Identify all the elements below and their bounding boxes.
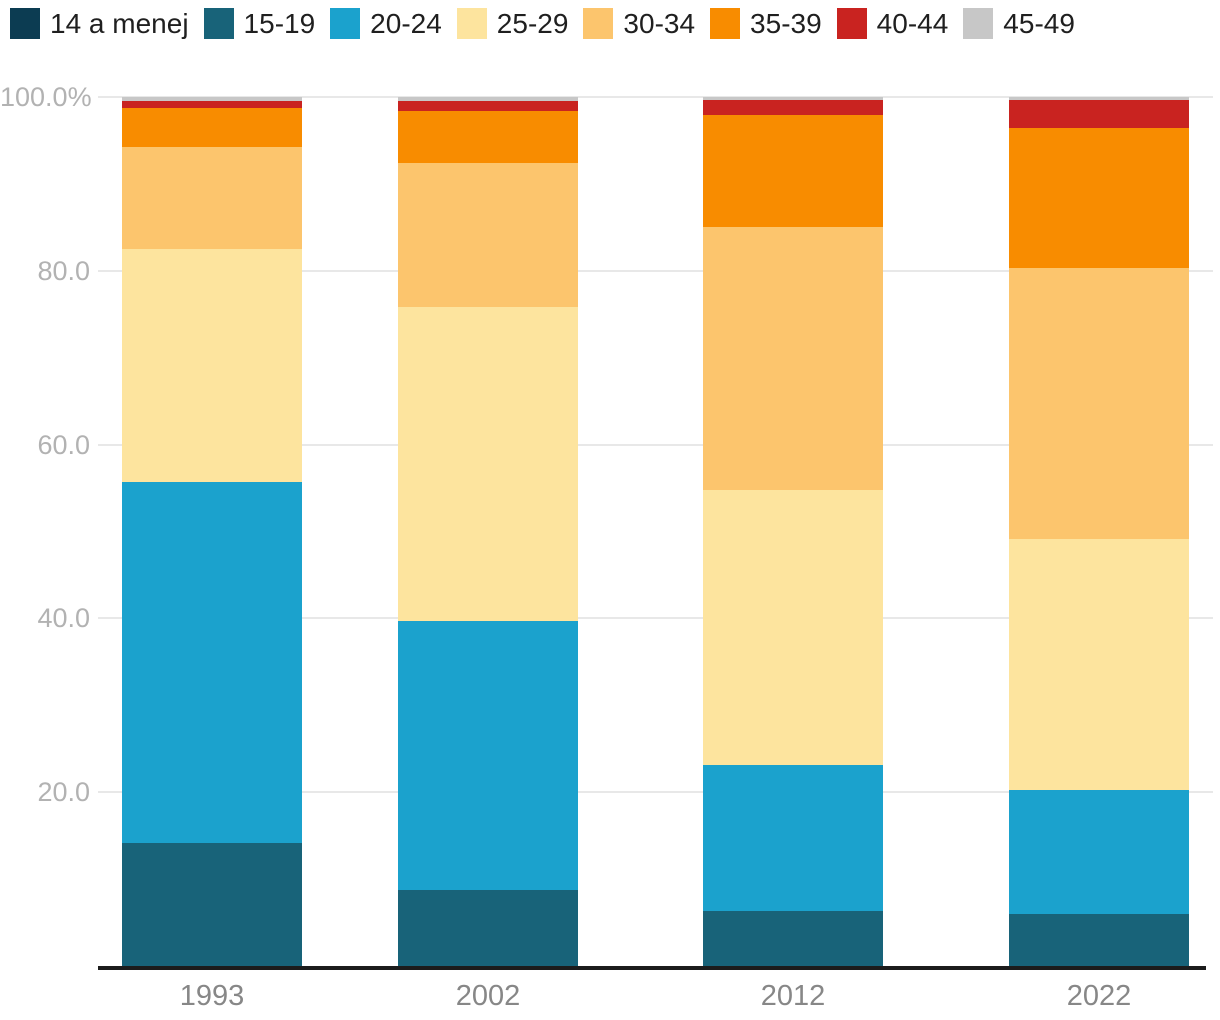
bar-segment-2022-35-39[interactable]: [1009, 128, 1189, 269]
bar-segment-1993-20-24[interactable]: [122, 481, 302, 843]
legend-swatch: [456, 8, 487, 39]
legend-item-40-44[interactable]: 40-44: [836, 7, 949, 39]
legend-label: 20-24: [370, 7, 442, 39]
legend-label: 25-29: [496, 7, 569, 39]
legend-swatch: [203, 8, 234, 39]
bar-2022: [1009, 97, 1189, 966]
bar-segment-1993-15-19[interactable]: [122, 842, 302, 966]
bar-segment-2002-45-49[interactable]: [398, 97, 578, 101]
bar-segment-2022-45-49[interactable]: [1009, 97, 1189, 100]
x-axis-line: [98, 966, 1206, 970]
chart-legend: 14 a menej 15-19 20-24 25-29 30-34 35-39 40-44…: [10, 8, 1090, 39]
legend-label: 40-44: [876, 7, 949, 39]
y-axis-label: 100.0%: [0, 82, 92, 112]
x-axis-label: 2022: [1066, 980, 1132, 1012]
bar-segment-2022-20-24[interactable]: [1009, 789, 1189, 914]
bar-segment-2002-40-44[interactable]: [398, 100, 578, 111]
x-axis-label: 1993: [179, 980, 245, 1012]
legend-label: 35-39: [750, 7, 822, 39]
x-axis-label: 2002: [455, 980, 521, 1012]
bar-segment-2002-35-39[interactable]: [398, 110, 578, 164]
bar-segment-2002-25-29[interactable]: [398, 307, 578, 622]
bar-segment-2022-40-44[interactable]: [1009, 99, 1189, 129]
legend-item-45-49[interactable]: 45-49: [963, 8, 1075, 39]
gridline-40: [98, 617, 1213, 620]
bar-1993: [122, 97, 302, 966]
bar-segment-1993-25-29[interactable]: [122, 249, 302, 482]
bar-segment-2012-30-34[interactable]: [703, 226, 883, 490]
gridline-100: [98, 96, 1213, 98]
legend-swatch: [330, 8, 361, 39]
legend-label: 45-49: [1003, 7, 1075, 39]
gridline-60: [98, 443, 1213, 446]
x-axis-label: 2012: [760, 980, 826, 1012]
bar-segment-2012-40-44[interactable]: [703, 99, 883, 116]
y-axis-label: 60.0: [37, 429, 90, 460]
bar-2002: [398, 97, 578, 966]
legend-item-14-a-menej[interactable]: 14 a menej: [10, 8, 189, 39]
bar-segment-2002-20-24[interactable]: [398, 621, 578, 890]
gridline-20: [98, 791, 1213, 794]
bar-segment-2022-30-34[interactable]: [1009, 268, 1189, 540]
legend-swatch: [710, 8, 741, 39]
bar-segment-2012-45-49[interactable]: [703, 97, 883, 100]
bar-segment-2012-25-29[interactable]: [703, 489, 883, 766]
y-axis-label: 20.0: [37, 777, 90, 808]
y-axis-label: 40.0: [37, 603, 90, 634]
bar-segment-1993-40-44[interactable]: [122, 100, 302, 109]
bar-segment-2012-35-39[interactable]: [703, 115, 883, 227]
legend-label: 14 a menej: [50, 7, 189, 39]
legend-swatch: [963, 8, 994, 39]
bar-segment-1993-45-49[interactable]: [122, 97, 302, 101]
bar-segment-2022-25-29[interactable]: [1009, 539, 1189, 790]
bar-segment-2012-20-24[interactable]: [703, 765, 883, 912]
bar-2012: [703, 97, 883, 966]
bar-segment-2002-30-34[interactable]: [398, 163, 578, 308]
bar-segment-2012-15-19[interactable]: [703, 911, 883, 966]
bar-segment-1993-35-39[interactable]: [122, 108, 302, 148]
legend-item-30-34[interactable]: 30-34: [583, 8, 695, 39]
legend-item-25-29[interactable]: 25-29: [456, 7, 569, 39]
y-axis-label: 80.0: [37, 255, 90, 286]
legend-swatch: [836, 8, 867, 39]
legend-item-20-24[interactable]: 20-24: [330, 8, 442, 39]
legend-swatch: [10, 8, 40, 39]
bar-segment-1993-30-34[interactable]: [122, 147, 302, 250]
legend-item-15-19[interactable]: 15-19: [203, 7, 316, 39]
legend-swatch: [583, 8, 614, 39]
legend-item-35-39[interactable]: 35-39: [710, 8, 822, 39]
bar-segment-2002-15-19[interactable]: [398, 889, 578, 966]
plot-area: 100.0% 80.0 60.0 40.0 20.0: [0, 84, 1220, 966]
legend-label: 30-34: [623, 7, 696, 39]
legend-label: 15-19: [243, 7, 316, 39]
gridline-80: [98, 269, 1213, 272]
bar-segment-2022-15-19[interactable]: [1009, 913, 1189, 966]
